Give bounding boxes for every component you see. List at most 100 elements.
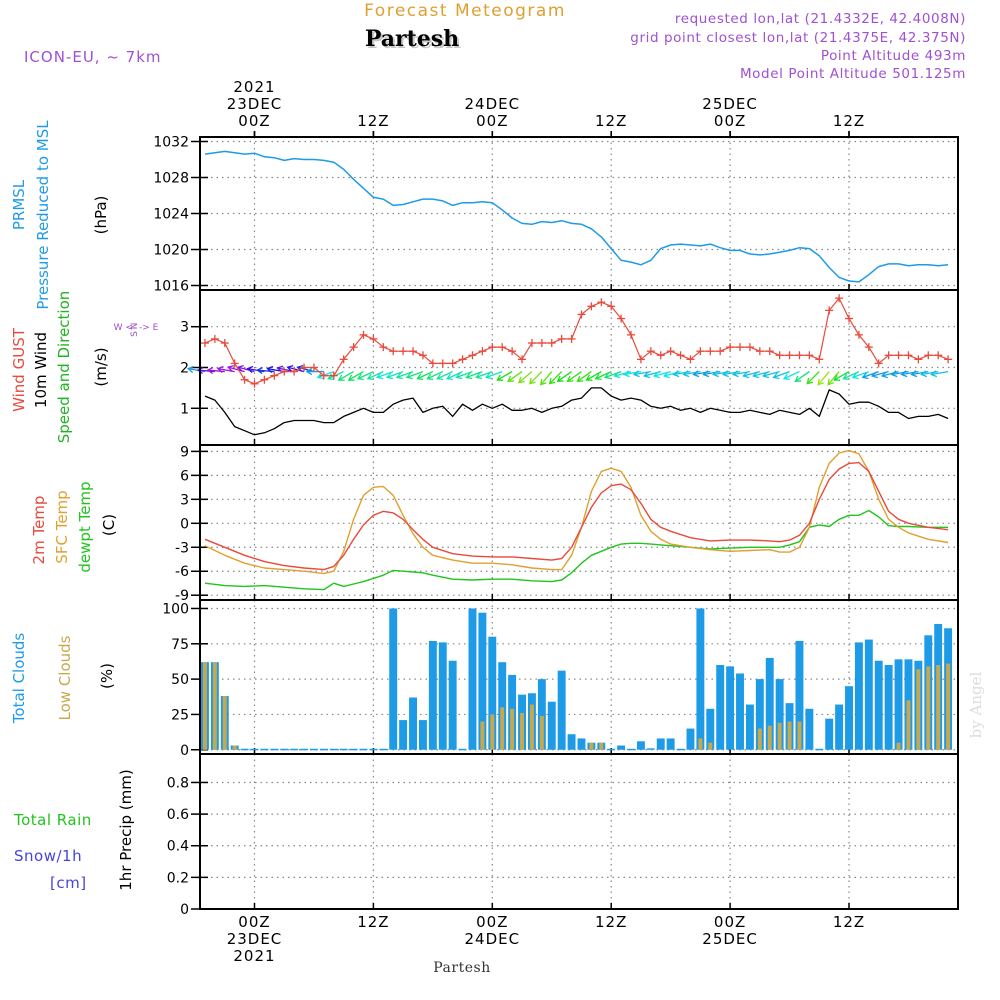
gust-marker [200,339,209,348]
arrow-head [762,371,770,379]
footer-location: Partesh [433,960,490,976]
arrow-head [496,374,504,381]
gust-marker [428,359,437,368]
arrow-head [731,370,739,378]
gust-marker [458,355,467,364]
total-cloud-bar [290,748,299,751]
y-tick-label: 3 [180,492,189,508]
gust-marker [686,355,695,364]
arrow-shaft [466,370,483,379]
clouds-panel: Total Clouds Low Clouds (%) by Angel 0 25… [10,599,985,759]
total-cloud-bar [646,748,655,750]
arrow-shaft [911,370,929,376]
arrow-shaft [833,371,850,381]
time-label: 2021 [233,78,275,96]
arrow-head [528,377,536,385]
wind-direction-arrow [817,371,830,386]
arrow-head [576,375,584,383]
gust-marker [716,347,725,356]
time-label: 12Z [595,112,627,130]
arrow-head [540,378,547,386]
wind-direction-arrow [337,371,354,381]
low-cloud-bar [916,669,921,750]
arrow-head [366,373,374,381]
arrow-head [632,370,640,378]
arrow-head [507,375,514,383]
gust-marker [597,298,606,307]
low-cloud-bar [906,700,911,750]
arrow-head [603,372,611,380]
gust-marker [617,314,626,323]
arrow-shaft [396,370,414,379]
wind-gust-label: Wind GUST [10,327,28,412]
y-tick-label: 0.2 [167,870,189,886]
y-tick-label: 1024 [153,207,189,223]
total-cloud-bar [864,639,873,750]
arrow-head [316,372,324,380]
arrow-shaft [577,371,592,382]
total-cloud-bar [825,718,834,750]
arrow-head [446,373,454,381]
compass-rose: N W <- -> E S [114,323,159,337]
model-point-altitude: Model Point Altitude 501.125m [740,66,966,82]
low-cloud-bar [539,715,544,750]
total-cloud-bar [577,738,586,750]
time-label: 00Z [714,913,746,931]
time-label: 24DEC [465,930,521,948]
y-tick-label: 0 [180,743,189,759]
compass-south: S [130,331,140,337]
compass-north: N [130,323,140,330]
arrow-shaft [417,370,434,380]
low-cloud-bar [222,696,227,750]
gust-marker [359,330,368,339]
arrow-shaft [881,370,899,377]
low-cloud-bar [896,742,901,750]
total-cloud-bar [488,636,497,750]
total-rain-label: Total Rain [13,811,92,829]
arrow-head [276,365,284,373]
total-cloud-bar [795,640,804,750]
time-label: 00Z [714,112,746,130]
time-label: 00Z [476,913,508,931]
gust-marker [577,310,586,319]
wind-direction-arrow [576,371,592,383]
gust-marker [270,371,279,380]
gust-marker [676,351,685,360]
arrow-shaft [557,371,572,382]
arrow-head [465,372,473,380]
y-tick-label: 0 [180,516,189,532]
arrow-shaft [773,370,790,379]
precipitation-panel: Total Rain Snow/1h [cm] 1hr Precip (mm) … [13,753,959,918]
total-cloud-bar [329,748,338,751]
gust-marker [537,339,546,348]
credit-watermark: by Angel [967,671,985,738]
y-tick-label: 1032 [153,135,189,151]
arrow-shaft [901,370,919,376]
temp-2m-line [204,461,949,571]
low-cloud-bar [589,742,594,750]
arrow-head [817,378,824,386]
arrow-head [861,372,869,380]
wind-direction-arrow [806,371,820,385]
arrow-head [851,372,859,380]
model-name: ICON-EU, ~ 7km [24,48,162,66]
total-cloud-bar [359,748,368,751]
wind-direction-arrow [920,370,939,378]
gust-marker [309,363,318,372]
gust-marker [607,302,616,311]
gust-marker [894,351,903,360]
prmsl-label: PRMSL [10,179,28,230]
wind-speed-line [204,387,949,436]
low-cloud-bar [599,742,604,750]
total-cloud-bar [240,748,249,751]
temp-dewpt-label: dewpt Temp [76,481,94,572]
arrow-head [662,371,670,379]
gust-marker [280,367,289,376]
y-tick-label: -6 [175,564,189,580]
gust-marker [508,347,517,356]
wind-direction-arrow [672,370,691,378]
gust-marker [250,379,259,388]
arrow-head [772,372,780,380]
gust-marker [726,343,735,352]
pressure-panel: PRMSL Pressure Reduced to MSL (hPa) 1016… [10,120,959,310]
